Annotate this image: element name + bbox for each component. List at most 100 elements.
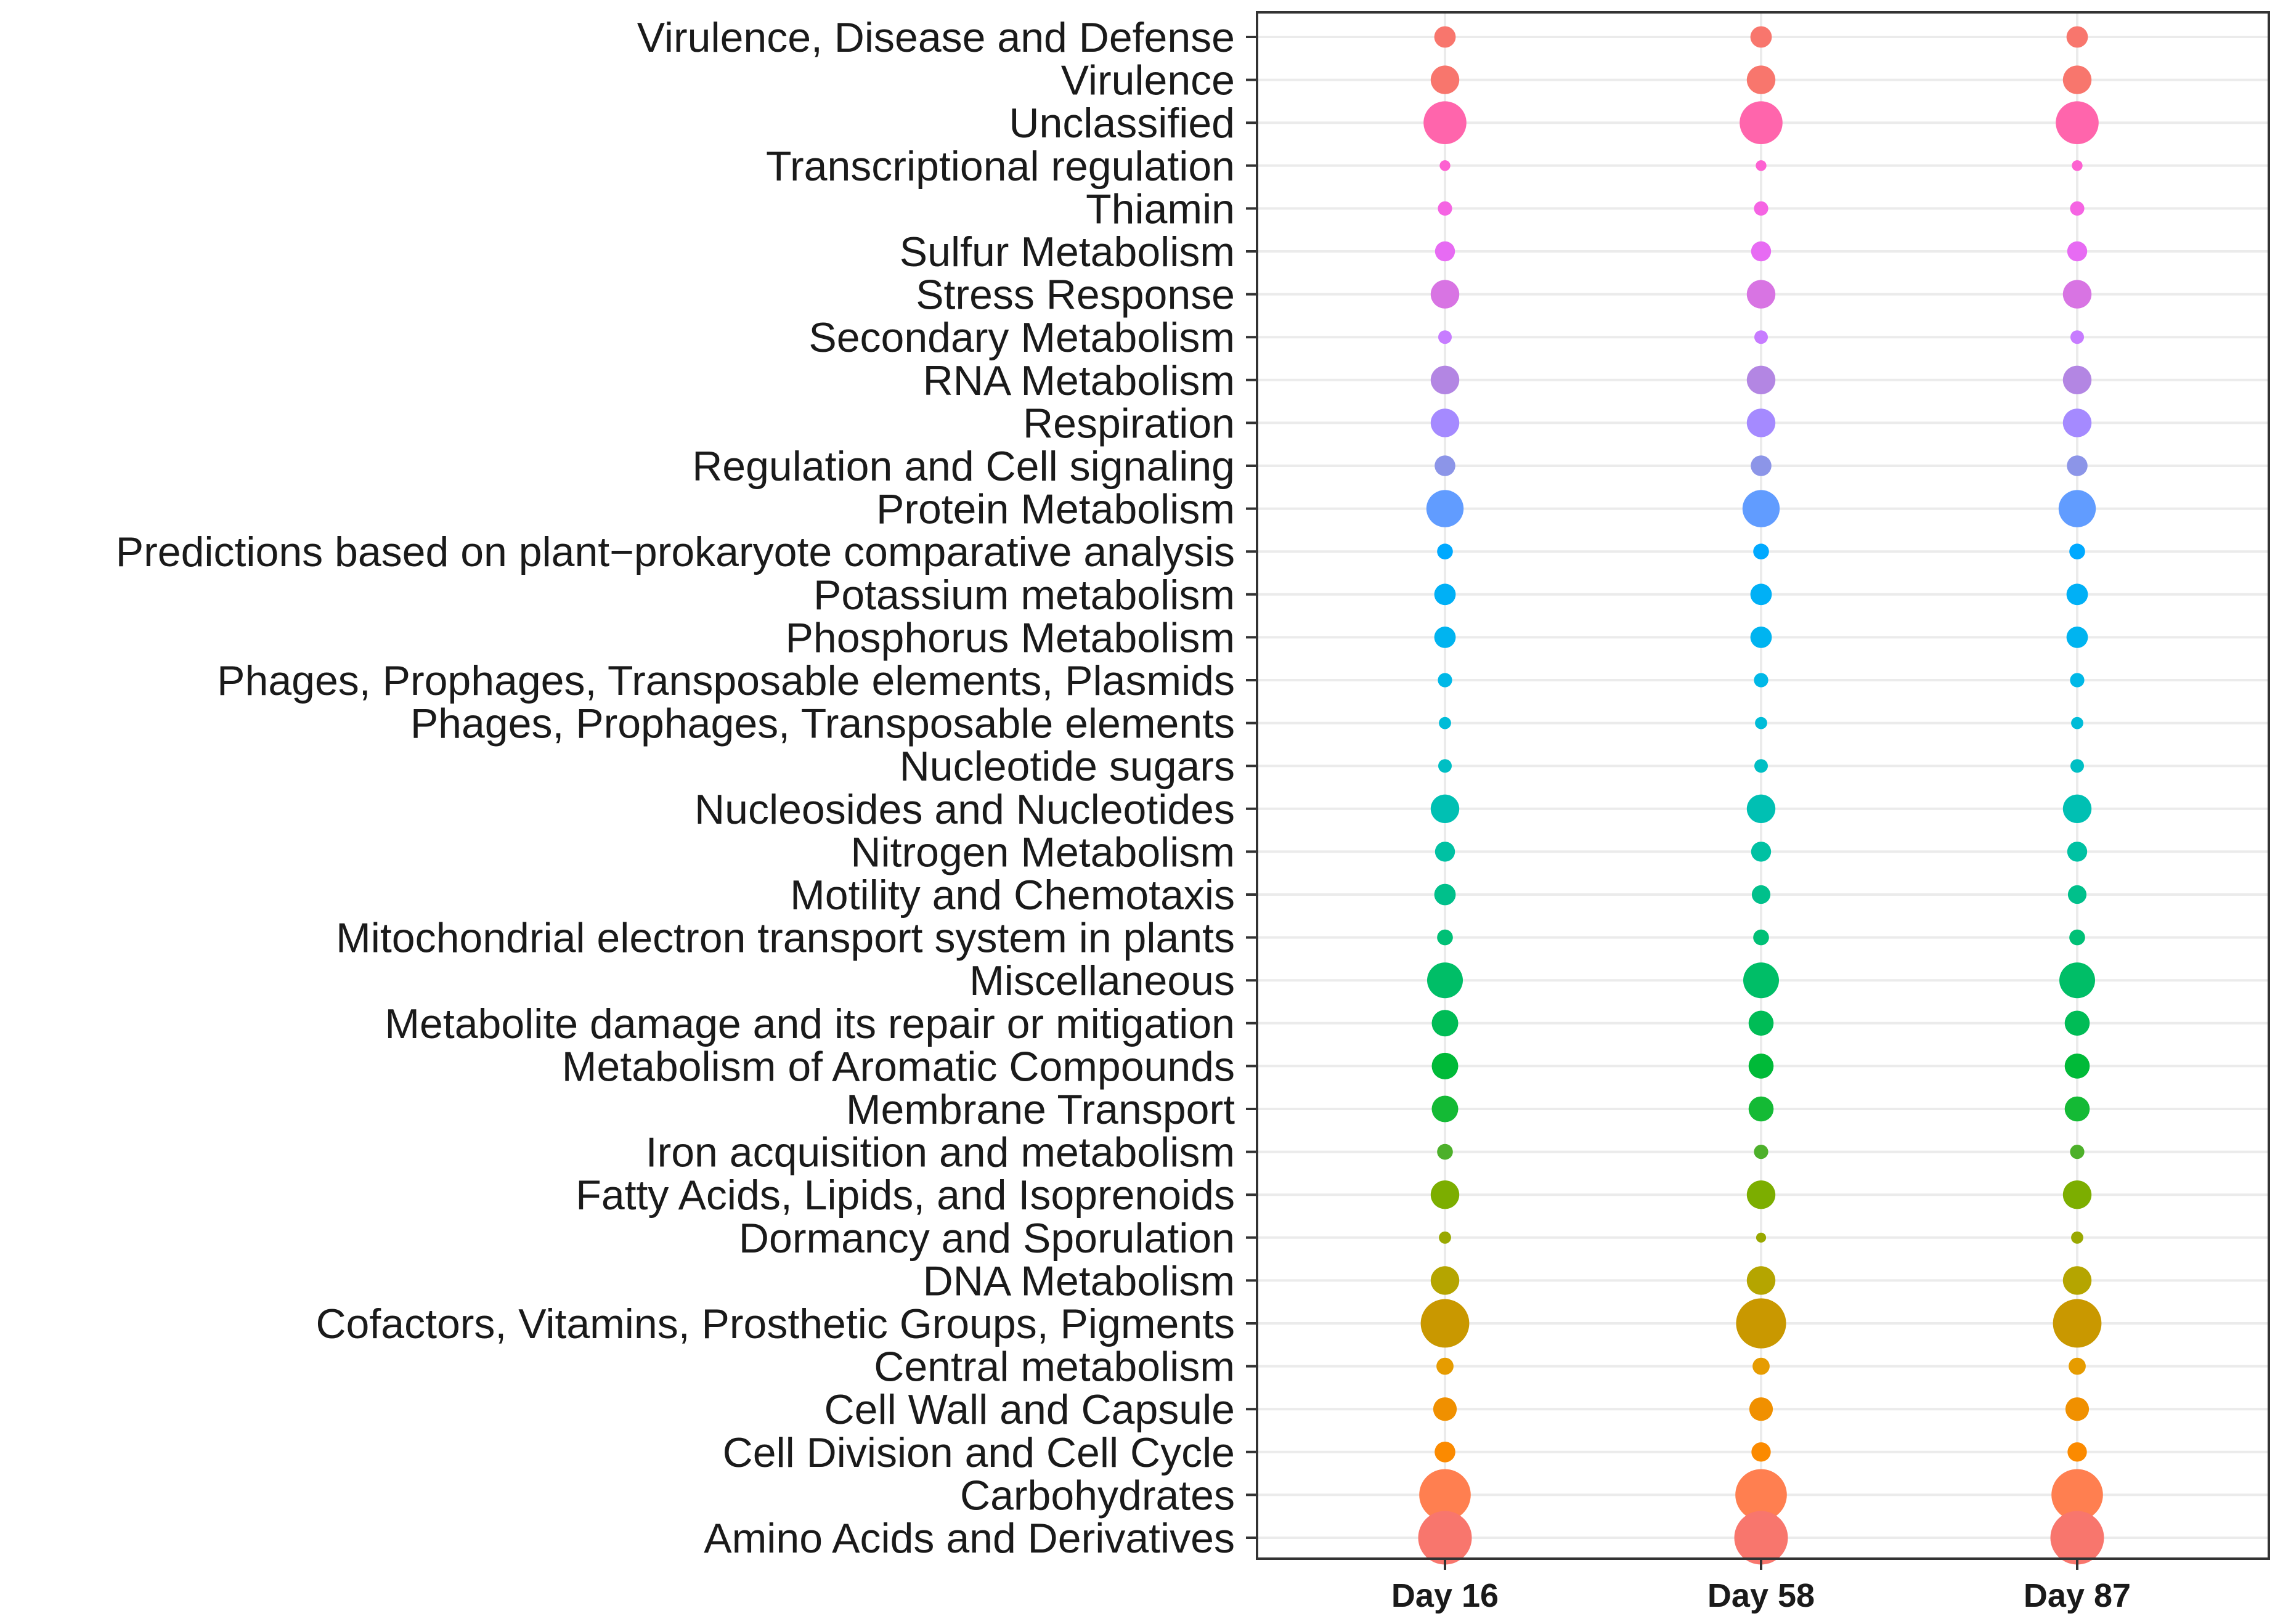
data-point	[1438, 759, 1452, 773]
data-point	[2069, 929, 2085, 946]
data-point	[2070, 673, 2085, 688]
data-point	[2062, 794, 2092, 824]
data-point	[1437, 929, 1453, 946]
data-point	[2070, 330, 2084, 344]
data-point	[1430, 280, 1460, 309]
data-point	[2064, 1010, 2090, 1036]
data-point	[1434, 26, 1456, 48]
data-point	[2069, 1357, 2086, 1375]
y-tick-label: Miscellaneous	[969, 957, 1235, 1004]
data-point	[1435, 455, 1455, 476]
data-point	[1433, 1397, 1457, 1421]
data-point	[1736, 1298, 1786, 1349]
data-point	[1754, 330, 1768, 344]
y-tick-label: Metabolism of Aromatic Compounds	[562, 1043, 1235, 1090]
data-point	[1438, 201, 1452, 216]
data-point	[1430, 794, 1460, 824]
y-tick-label: Cell Division and Cell Cycle	[723, 1429, 1235, 1476]
data-point	[2064, 1054, 2090, 1079]
data-point	[2062, 1266, 2092, 1295]
data-point	[2062, 365, 2092, 394]
data-point	[1748, 1054, 1774, 1079]
y-tick-label: Motility and Chemotaxis	[790, 872, 1235, 919]
data-point	[1439, 160, 1451, 171]
data-point	[1430, 408, 1460, 437]
data-point	[1437, 1143, 1453, 1160]
y-tick-label: Nucleotide sugars	[900, 743, 1235, 790]
data-point	[1743, 962, 1779, 999]
y-tick-label: Phages, Prophages, Transposable elements…	[217, 657, 1235, 704]
data-point	[1751, 842, 1772, 862]
data-point	[1750, 26, 1772, 48]
y-tick-label: Protein Metabolism	[876, 486, 1235, 533]
data-point	[1740, 101, 1783, 144]
data-point	[1418, 1511, 1472, 1565]
data-point	[1751, 455, 1772, 476]
data-point	[1754, 673, 1768, 688]
data-point	[1419, 1469, 1471, 1521]
y-tick-label: Iron acquisition and metabolism	[646, 1129, 1235, 1176]
data-point	[1427, 962, 1463, 999]
data-point	[1746, 365, 1776, 394]
x-tick-label: Day 58	[1707, 1577, 1815, 1614]
data-point	[1734, 1511, 1788, 1565]
data-point	[1754, 1145, 1768, 1159]
y-tick-label: Virulence, Disease and Defense	[637, 14, 1235, 61]
y-tick-label: Predictions based on plant−prokaryote co…	[116, 529, 1235, 575]
data-point	[1756, 160, 1767, 171]
data-point	[2050, 1511, 2104, 1565]
data-point	[1436, 1357, 1454, 1375]
y-tick-label: Phosphorus Metabolism	[786, 614, 1235, 661]
data-point	[2067, 842, 2088, 862]
data-point	[2067, 885, 2087, 904]
data-point	[2071, 717, 2083, 729]
data-point	[2062, 1180, 2092, 1209]
data-point	[1753, 543, 1769, 559]
data-point	[1437, 543, 1453, 559]
y-axis: Virulence, Disease and DefenseVirulenceU…	[116, 14, 1257, 1562]
data-point	[2066, 583, 2088, 606]
data-point	[2062, 65, 2092, 94]
data-point	[1439, 1231, 1451, 1244]
data-point	[1755, 717, 1767, 729]
data-point	[1751, 1442, 1771, 1462]
y-tick-label: Unclassified	[1009, 100, 1235, 147]
data-point	[1746, 1266, 1776, 1295]
data-point	[1753, 929, 1769, 946]
data-point	[1748, 1096, 1774, 1122]
data-point	[1423, 101, 1467, 144]
data-point	[1746, 794, 1776, 824]
x-axis: Day 16 Day 58 Day 87	[1391, 1559, 2131, 1614]
data-point	[2062, 280, 2092, 309]
y-tick-label: Sulfur Metabolism	[900, 229, 1235, 275]
data-point	[1430, 1266, 1460, 1295]
data-point	[1431, 1095, 1459, 1123]
data-point	[2067, 455, 2088, 476]
data-point	[2051, 1469, 2103, 1521]
data-point	[1435, 842, 1455, 862]
y-tick-label: Fatty Acids, Lipids, and Isoprenoids	[576, 1172, 1235, 1219]
data-point	[2065, 1397, 2090, 1421]
data-point	[2056, 101, 2099, 144]
y-tick-label: DNA Metabolism	[923, 1257, 1235, 1304]
data-point	[2072, 160, 2083, 171]
y-tick-label: RNA Metabolism	[923, 357, 1235, 404]
y-tick-label: Regulation and Cell signaling	[692, 443, 1235, 490]
y-tick-label: Virulence	[1061, 57, 1235, 104]
y-tick-label: Mitochondrial electron transport system …	[336, 915, 1235, 962]
y-tick-label: Carbohydrates	[960, 1472, 1235, 1519]
data-point	[1430, 65, 1460, 94]
data-point	[1748, 1010, 1774, 1036]
y-tick-label: Transcriptional regulation	[766, 143, 1235, 190]
data-point	[1435, 1442, 1455, 1463]
y-tick-label: Thiamin	[1086, 185, 1235, 232]
data-point	[2064, 1096, 2090, 1122]
data-point	[1746, 65, 1776, 94]
data-point	[2070, 201, 2085, 216]
data-point	[2071, 1231, 2083, 1244]
data-point	[2067, 1442, 2087, 1462]
data-point	[1431, 1052, 1459, 1079]
y-tick-label: Metabolite damage and its repair or miti…	[385, 1001, 1235, 1047]
y-tick-label: Phages, Prophages, Transposable elements	[410, 700, 1235, 747]
